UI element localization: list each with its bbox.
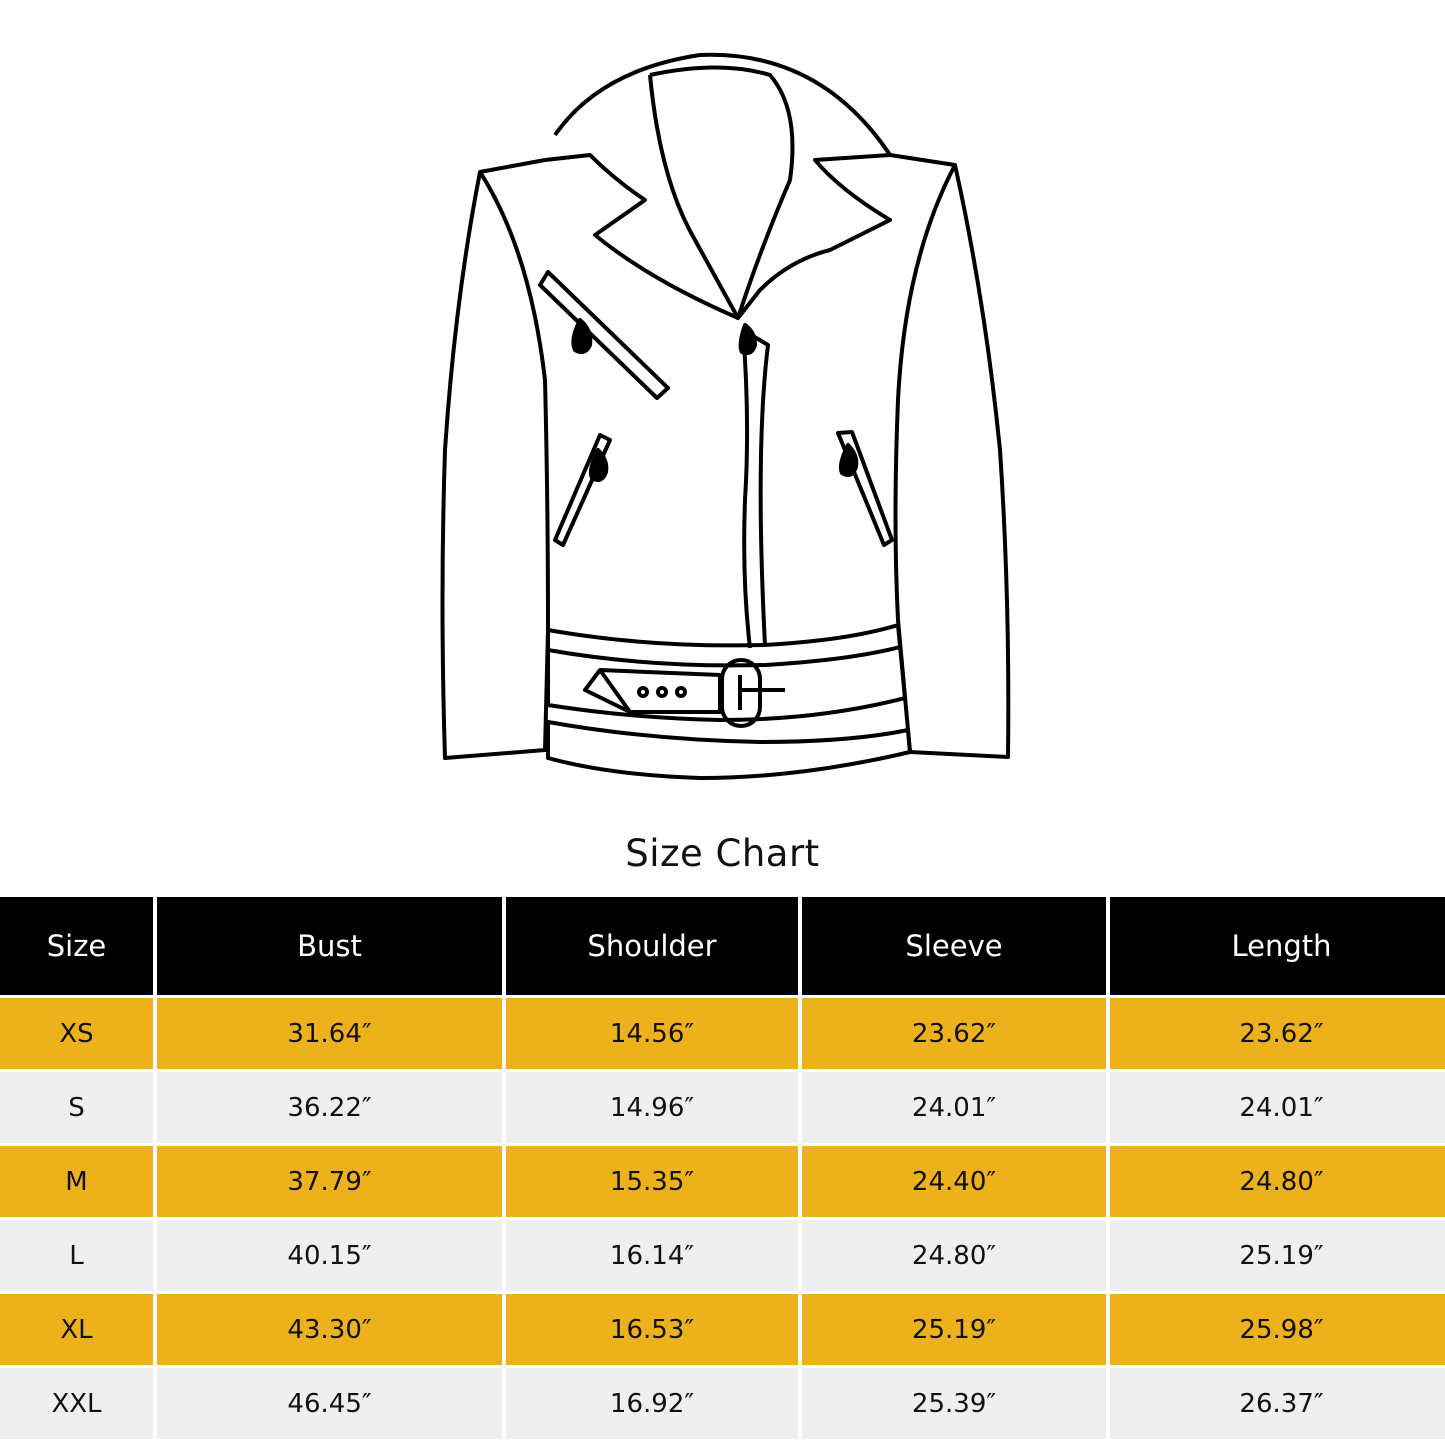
cell-bust: 37.79″	[157, 1146, 502, 1217]
size-chart-table: Size Bust Shoulder Sleeve Length XS 31.64…	[0, 894, 1445, 1442]
cell-sleeve: 24.80″	[802, 1220, 1106, 1291]
cell-sleeve: 25.39″	[802, 1368, 1106, 1439]
size-chart-title: Size Chart	[625, 832, 820, 875]
cell-size: XS	[0, 998, 153, 1069]
table-row: M 37.79″ 15.35″ 24.40″ 24.80″	[0, 1146, 1445, 1217]
cell-size: S	[0, 1072, 153, 1143]
header-bust: Bust	[157, 897, 502, 995]
cell-shoulder: 14.56″	[506, 998, 798, 1069]
cell-length: 24.80″	[1110, 1146, 1445, 1217]
table-row: S 36.22″ 14.96″ 24.01″ 24.01″	[0, 1072, 1445, 1143]
jacket-outline-icon	[440, 52, 1011, 780]
cell-size: M	[0, 1146, 153, 1217]
cell-length: 25.19″	[1110, 1220, 1445, 1291]
cell-bust: 46.45″	[157, 1368, 502, 1439]
table-row: XS 31.64″ 14.56″ 23.62″ 23.62″	[0, 998, 1445, 1069]
cell-size: XXL	[0, 1368, 153, 1439]
header-size: Size	[0, 897, 153, 995]
header-shoulder: Shoulder	[506, 897, 798, 995]
cell-shoulder: 15.35″	[506, 1146, 798, 1217]
header-length: Length	[1110, 897, 1445, 995]
table-row: XL 43.30″ 16.53″ 25.19″ 25.98″	[0, 1294, 1445, 1365]
cell-sleeve: 23.62″	[802, 998, 1106, 1069]
cell-sleeve: 24.01″	[802, 1072, 1106, 1143]
cell-sleeve: 25.19″	[802, 1294, 1106, 1365]
cell-shoulder: 16.14″	[506, 1220, 798, 1291]
cell-shoulder: 14.96″	[506, 1072, 798, 1143]
cell-length: 26.37″	[1110, 1368, 1445, 1439]
cell-length: 23.62″	[1110, 998, 1445, 1069]
cell-bust: 40.15″	[157, 1220, 502, 1291]
cell-sleeve: 24.40″	[802, 1146, 1106, 1217]
cell-size: XL	[0, 1294, 153, 1365]
table-header-row: Size Bust Shoulder Sleeve Length	[0, 897, 1445, 995]
cell-shoulder: 16.92″	[506, 1368, 798, 1439]
header-sleeve: Sleeve	[802, 897, 1106, 995]
table-row: L 40.15″ 16.14″ 24.80″ 25.19″	[0, 1220, 1445, 1291]
cell-bust: 36.22″	[157, 1072, 502, 1143]
cell-shoulder: 16.53″	[506, 1294, 798, 1365]
cell-bust: 31.64″	[157, 998, 502, 1069]
cell-size: L	[0, 1220, 153, 1291]
cell-bust: 43.30″	[157, 1294, 502, 1365]
table-row: XXL 46.45″ 16.92″ 25.39″ 26.37″	[0, 1368, 1445, 1439]
cell-length: 25.98″	[1110, 1294, 1445, 1365]
cell-length: 24.01″	[1110, 1072, 1445, 1143]
